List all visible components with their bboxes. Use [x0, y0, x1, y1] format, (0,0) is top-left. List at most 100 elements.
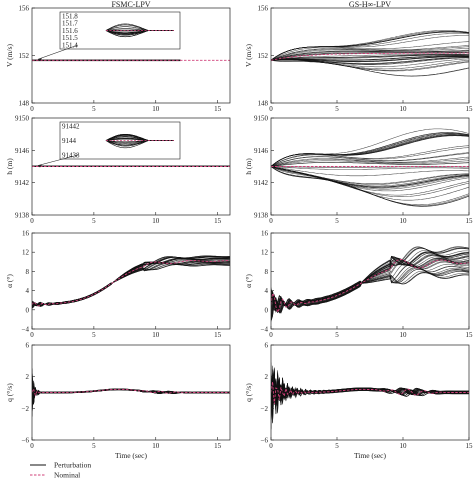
- trace-group: [271, 246, 469, 322]
- trace-group: [271, 128, 469, 207]
- x-tick-label: 5: [92, 217, 96, 225]
- y-tick-label: 152: [258, 52, 269, 60]
- perturbation-trace: [32, 377, 230, 400]
- y-tick-label: 152: [19, 52, 30, 60]
- x-tick-label: 15: [214, 105, 222, 113]
- x-tick-label: 5: [335, 217, 339, 225]
- y-axis-label: α (°): [5, 274, 14, 288]
- trace-group: [32, 59, 230, 62]
- perturbation-trace: [271, 60, 469, 77]
- perturbation-trace: [32, 256, 230, 306]
- perturbation-trace: [32, 372, 230, 405]
- panel-title: GS-H∞-LPV: [349, 0, 391, 9]
- x-tick-label: 10: [400, 217, 408, 225]
- perturbation-trace: [271, 58, 469, 68]
- perturbation-trace: [32, 373, 230, 405]
- panel-3: 9138 9142 9146 9150 0 5 10 15 h (m): [244, 115, 473, 226]
- perturbation-trace: [32, 258, 230, 307]
- perturbation-trace: [32, 368, 230, 401]
- perturbation-trace: [271, 162, 469, 167]
- perturbation-trace: [271, 158, 469, 167]
- x-tick-label: 0: [30, 331, 34, 339]
- perturbation-trace: [271, 369, 469, 430]
- trace-group: [32, 165, 230, 167]
- y-tick-label: 156: [19, 5, 30, 13]
- y-tick-label: 0: [265, 306, 269, 314]
- trace-group: [271, 30, 469, 77]
- perturbation-trace: [271, 162, 469, 167]
- panel-title: FSMC-LPV: [111, 0, 150, 9]
- y-tick-label: −4: [261, 326, 269, 334]
- y-tick-label: −2: [261, 405, 269, 413]
- x-tick-label: 10: [152, 442, 160, 450]
- y-axis-label: q (°/s): [244, 383, 253, 402]
- perturbation-trace: [271, 46, 469, 61]
- x-tick-label: 15: [214, 217, 222, 225]
- y-tick-label: 6: [265, 342, 269, 350]
- perturbation-trace: [32, 259, 230, 307]
- x-tick-label: 5: [335, 105, 339, 113]
- x-tick-label: 0: [30, 105, 34, 113]
- perturbation-trace: [32, 377, 230, 400]
- perturbation-trace: [32, 263, 230, 309]
- perturbation-trace: [32, 258, 230, 307]
- inset-arrowhead: [38, 164, 42, 168]
- perturbation-trace: [32, 382, 230, 417]
- perturbation-trace: [271, 368, 469, 407]
- x-tick-label: 15: [466, 442, 474, 450]
- x-tick-label: 0: [269, 331, 273, 339]
- plot-frame: [31, 117, 231, 216]
- y-tick-label: 9150: [15, 115, 30, 123]
- x-tick-label: 0: [269, 442, 273, 450]
- y-tick-label: 4: [265, 287, 269, 295]
- perturbation-trace: [271, 266, 469, 319]
- y-tick-label: 9142: [15, 179, 30, 187]
- perturbation-trace: [271, 373, 469, 429]
- plot-frame: [270, 232, 470, 330]
- perturbation-trace: [32, 257, 230, 307]
- perturbation-trace: [271, 56, 469, 63]
- perturbation-trace: [32, 372, 230, 405]
- y-tick-label: 8: [265, 268, 269, 276]
- perturbation-trace: [271, 166, 469, 185]
- inset-tick-label: 9144: [62, 137, 77, 145]
- perturbation-trace: [32, 388, 230, 397]
- perturbation-trace: [271, 51, 469, 61]
- y-tick-label: 16: [22, 230, 30, 238]
- perturbation-trace: [32, 388, 230, 403]
- perturbation-trace: [32, 261, 230, 307]
- x-tick-label: 0: [269, 105, 273, 113]
- perturbation-trace: [271, 252, 469, 313]
- y-tick-label: 156: [258, 5, 269, 13]
- perturbation-trace: [271, 54, 469, 61]
- perturbation-trace: [32, 380, 230, 417]
- y-axis-label: q (°/s): [5, 383, 14, 402]
- perturbation-trace: [271, 374, 469, 424]
- perturbation-trace: [32, 385, 230, 403]
- y-tick-label: 0: [26, 306, 30, 314]
- y-tick-label: 9146: [254, 147, 269, 155]
- y-axis-label: V (m/s): [244, 44, 253, 67]
- perturbation-trace: [271, 246, 469, 311]
- inset-tick-label: 91442: [62, 122, 80, 130]
- perturbation-trace: [271, 55, 469, 61]
- x-tick-label: 5: [92, 442, 96, 450]
- nominal-trace: [271, 381, 469, 405]
- perturbation-trace: [32, 387, 230, 408]
- perturbation-trace: [271, 248, 469, 312]
- perturbation-trace: [32, 261, 230, 307]
- y-tick-label: 9138: [254, 212, 269, 220]
- perturbation-trace: [271, 59, 469, 71]
- x-tick-label: 0: [269, 217, 273, 225]
- x-axis-label: Time (sec): [115, 451, 148, 460]
- x-tick-label: 0: [30, 217, 34, 225]
- perturbation-trace: [271, 57, 469, 65]
- y-tick-label: 4: [26, 287, 30, 295]
- panel-2: 9138 9142 9146 9150 0 5 10 15 h (m) 91442 9144 9143…: [5, 115, 231, 225]
- inset-tick-label: 151.5: [62, 34, 78, 42]
- inset-pointer: [37, 154, 79, 166]
- x-tick-label: 5: [335, 331, 339, 339]
